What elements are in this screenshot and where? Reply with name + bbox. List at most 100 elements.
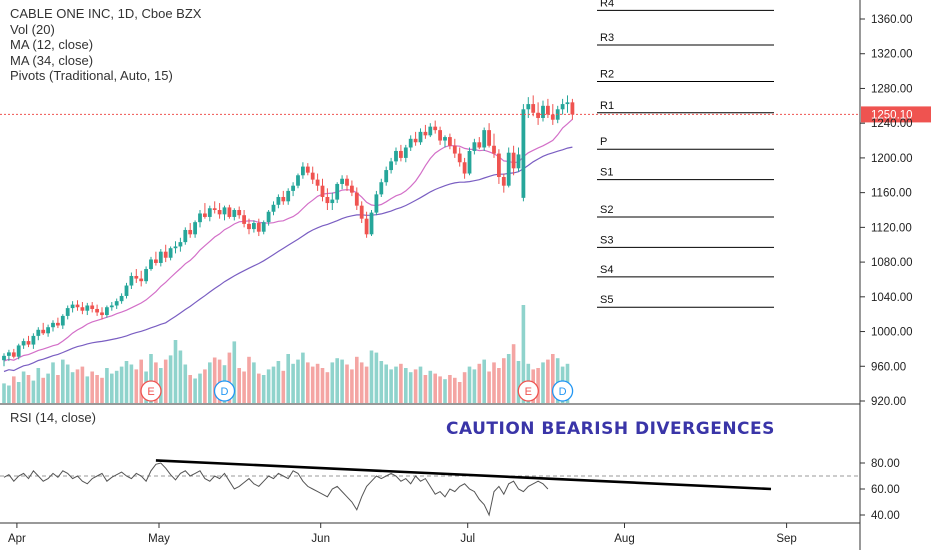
volume-bar [443, 379, 447, 403]
volume-bar [477, 363, 482, 403]
candle-body [448, 137, 452, 146]
candle-body [114, 301, 119, 306]
ma-34-line [3, 146, 573, 373]
rsi-line [3, 462, 549, 517]
candle-body [286, 190, 291, 202]
legend-ma-12[interactable]: MA (12, close) [10, 37, 94, 52]
volume-bar [257, 373, 261, 403]
candlesticks[interactable] [2, 95, 575, 367]
legend-ma-34[interactable]: MA (34, close) [10, 52, 94, 68]
candle-body [301, 166, 305, 176]
volume-bar [345, 364, 349, 403]
earnings-marker [517, 380, 539, 402]
candle-body [212, 208, 217, 210]
volume-bar [276, 361, 281, 403]
volume-bar [340, 359, 344, 403]
candle-body [183, 229, 188, 243]
candle-body [296, 175, 300, 186]
volume-bar [546, 359, 550, 403]
volume-bar [516, 361, 521, 403]
price-tick-label: 960.00 [871, 361, 906, 373]
candle-body [325, 196, 330, 204]
candle-body [310, 172, 315, 180]
volume-bar [359, 362, 364, 403]
candle-body [100, 312, 104, 316]
dividend-marker [551, 380, 574, 402]
rsi-trendline [155, 459, 772, 491]
volume-bar [482, 359, 486, 403]
volume-bar [291, 363, 295, 403]
volume-bar [281, 370, 286, 403]
price-axis[interactable]: 920.00 960.00 1000.00 1040.00 1080.00 1120.00… [860, 14, 913, 522]
candle-body [315, 179, 320, 186]
volume-bar [198, 373, 202, 403]
volume-bar [389, 369, 393, 403]
volume-bar [433, 373, 437, 403]
candle-body [438, 130, 442, 141]
volume-bar [467, 366, 472, 403]
candle-body [163, 251, 168, 258]
candle-body [134, 275, 139, 279]
candle-body [354, 192, 359, 206]
candle-body [526, 104, 531, 110]
candle-body [90, 305, 95, 309]
volume-bar [428, 370, 433, 403]
rsi-tick-label: 80.00 [871, 458, 900, 470]
candle-body [56, 322, 60, 326]
candle-body [203, 213, 207, 217]
volume-bar [325, 372, 330, 403]
legend-volume[interactable]: Vol (20) [10, 21, 55, 37]
volume-bar [252, 362, 256, 403]
candle-body [492, 145, 496, 154]
candle-body [252, 223, 256, 230]
volume-bar [85, 376, 90, 403]
pivot-label-s5: S5 [600, 294, 613, 306]
volume-bar [26, 375, 31, 403]
candle-body [276, 196, 281, 205]
rsi-tick-label: 40.00 [871, 510, 900, 522]
rsi-panel [0, 459, 860, 517]
volume-bar [12, 376, 16, 403]
price-tick-label: 1040.00 [871, 292, 913, 304]
candle-body [482, 130, 487, 148]
volume-bar [36, 368, 41, 403]
candle-body [80, 307, 85, 311]
time-axis[interactable]: Apr May Jun Jul Aug Sep [8, 523, 797, 545]
volume-bar [296, 359, 300, 403]
candle-body [330, 199, 335, 204]
candle-body [65, 308, 70, 316]
volume-bar [330, 362, 335, 403]
candle-body [457, 153, 462, 163]
candle-body [443, 137, 447, 141]
candle-body [95, 308, 99, 313]
candle-body [124, 285, 129, 296]
pivot-label-s1: S1 [600, 167, 613, 179]
symbol-title[interactable]: CABLE ONE INC, 1D, Cboe BZX [10, 6, 202, 21]
price-tick-label: 920.00 [871, 396, 906, 408]
candle-body [452, 145, 457, 154]
candle-body [51, 322, 55, 328]
legend-pivots[interactable]: Pivots (Traditional, Auto, 15) [10, 68, 173, 83]
pivot-label-s2: S2 [600, 204, 613, 216]
volume-bar [541, 362, 545, 403]
volume-bar [7, 385, 11, 403]
candle-body [364, 218, 369, 235]
candle-body [408, 138, 413, 148]
candle-body [242, 215, 246, 224]
ma-12-line [3, 118, 573, 362]
candle-body [428, 126, 433, 136]
rsi-legend[interactable]: RSI (14, close) [10, 410, 96, 425]
divergence-annotation: CAUTION BEARISH DIVERGENCES [446, 419, 775, 439]
candle-body [31, 335, 36, 345]
candle-body [335, 183, 340, 200]
candle-body [154, 259, 158, 263]
volume-bar [203, 369, 207, 403]
volume-bar [310, 366, 315, 403]
volume-bar [2, 383, 6, 403]
candle-body [291, 185, 295, 191]
rsi-tick-label: 60.00 [871, 484, 900, 496]
volume-bar [320, 368, 325, 403]
candle-body [511, 152, 516, 169]
